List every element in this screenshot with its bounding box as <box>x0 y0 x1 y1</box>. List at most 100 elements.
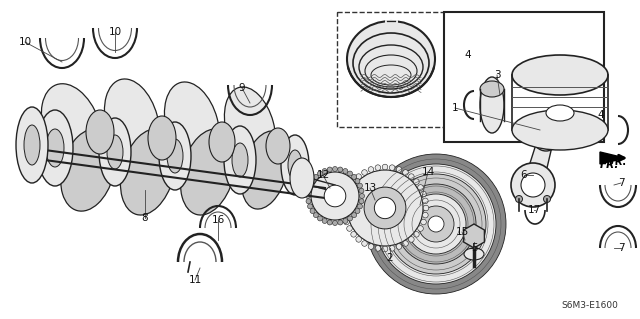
Text: 6: 6 <box>521 170 527 180</box>
Circle shape <box>355 179 360 183</box>
Circle shape <box>327 167 332 172</box>
Text: 13: 13 <box>364 183 376 193</box>
Circle shape <box>317 216 323 221</box>
Circle shape <box>362 241 367 246</box>
Text: 15: 15 <box>456 227 468 237</box>
Circle shape <box>306 188 311 193</box>
Bar <box>337 12 445 127</box>
Circle shape <box>375 165 381 170</box>
Ellipse shape <box>512 55 608 95</box>
Ellipse shape <box>46 129 64 167</box>
Circle shape <box>356 237 362 242</box>
Circle shape <box>418 206 454 242</box>
Circle shape <box>543 196 550 203</box>
Circle shape <box>413 232 419 237</box>
Ellipse shape <box>180 129 236 215</box>
Circle shape <box>368 167 374 172</box>
Circle shape <box>359 188 364 193</box>
Text: S6M3-E1600: S6M3-E1600 <box>561 300 618 309</box>
Ellipse shape <box>290 158 314 198</box>
Circle shape <box>348 216 353 221</box>
Circle shape <box>322 219 327 223</box>
Ellipse shape <box>209 122 235 162</box>
Circle shape <box>408 237 414 242</box>
Circle shape <box>317 171 323 176</box>
Ellipse shape <box>266 128 290 164</box>
Text: 9: 9 <box>239 83 245 93</box>
Circle shape <box>408 174 414 179</box>
Circle shape <box>327 220 332 225</box>
Text: 2: 2 <box>387 253 394 263</box>
Circle shape <box>356 174 362 179</box>
Circle shape <box>310 179 315 183</box>
Circle shape <box>423 205 429 211</box>
Circle shape <box>368 244 374 249</box>
Circle shape <box>539 131 553 145</box>
Circle shape <box>311 172 359 220</box>
Circle shape <box>359 199 364 204</box>
Circle shape <box>364 187 406 229</box>
Circle shape <box>355 209 360 213</box>
Circle shape <box>422 212 428 218</box>
Ellipse shape <box>288 150 302 180</box>
Ellipse shape <box>167 139 183 173</box>
Circle shape <box>358 183 362 188</box>
Text: 16: 16 <box>211 215 225 225</box>
Circle shape <box>358 204 362 209</box>
Circle shape <box>403 170 408 175</box>
Circle shape <box>406 194 466 254</box>
Circle shape <box>305 194 310 198</box>
Circle shape <box>422 198 428 204</box>
Polygon shape <box>463 224 484 248</box>
Circle shape <box>375 246 381 251</box>
Text: 10: 10 <box>19 37 31 47</box>
Ellipse shape <box>104 79 159 165</box>
Text: 4: 4 <box>598 110 604 120</box>
Circle shape <box>338 220 343 225</box>
Ellipse shape <box>107 135 123 169</box>
Text: 10: 10 <box>108 27 122 37</box>
Text: 11: 11 <box>188 275 202 285</box>
Ellipse shape <box>37 110 73 186</box>
Ellipse shape <box>86 110 114 154</box>
Ellipse shape <box>225 87 276 169</box>
Circle shape <box>347 170 423 246</box>
Ellipse shape <box>464 248 484 260</box>
Ellipse shape <box>347 21 435 97</box>
Circle shape <box>343 168 348 174</box>
Circle shape <box>396 244 402 249</box>
Circle shape <box>396 167 402 172</box>
Text: 14: 14 <box>421 167 435 177</box>
Circle shape <box>338 167 343 172</box>
Circle shape <box>382 246 388 252</box>
Circle shape <box>343 219 348 223</box>
Circle shape <box>308 204 312 209</box>
Polygon shape <box>600 152 625 164</box>
Ellipse shape <box>480 81 504 97</box>
Circle shape <box>418 226 423 231</box>
Text: 7: 7 <box>618 178 624 188</box>
Circle shape <box>515 196 522 203</box>
Ellipse shape <box>24 125 40 165</box>
Ellipse shape <box>148 116 176 160</box>
Ellipse shape <box>546 105 574 121</box>
Text: FR.: FR. <box>608 157 626 167</box>
Circle shape <box>333 220 337 226</box>
Ellipse shape <box>512 110 608 150</box>
Circle shape <box>308 183 312 188</box>
Circle shape <box>521 173 545 197</box>
Circle shape <box>386 174 486 274</box>
Circle shape <box>333 167 337 172</box>
Circle shape <box>351 212 356 218</box>
Circle shape <box>324 185 346 207</box>
Ellipse shape <box>120 129 175 215</box>
Bar <box>444 12 604 142</box>
Circle shape <box>428 216 444 232</box>
Text: 5: 5 <box>470 243 477 253</box>
Ellipse shape <box>61 129 115 211</box>
Circle shape <box>351 174 356 179</box>
Circle shape <box>376 164 496 284</box>
Ellipse shape <box>241 131 289 209</box>
Ellipse shape <box>159 122 191 190</box>
Circle shape <box>396 184 476 264</box>
